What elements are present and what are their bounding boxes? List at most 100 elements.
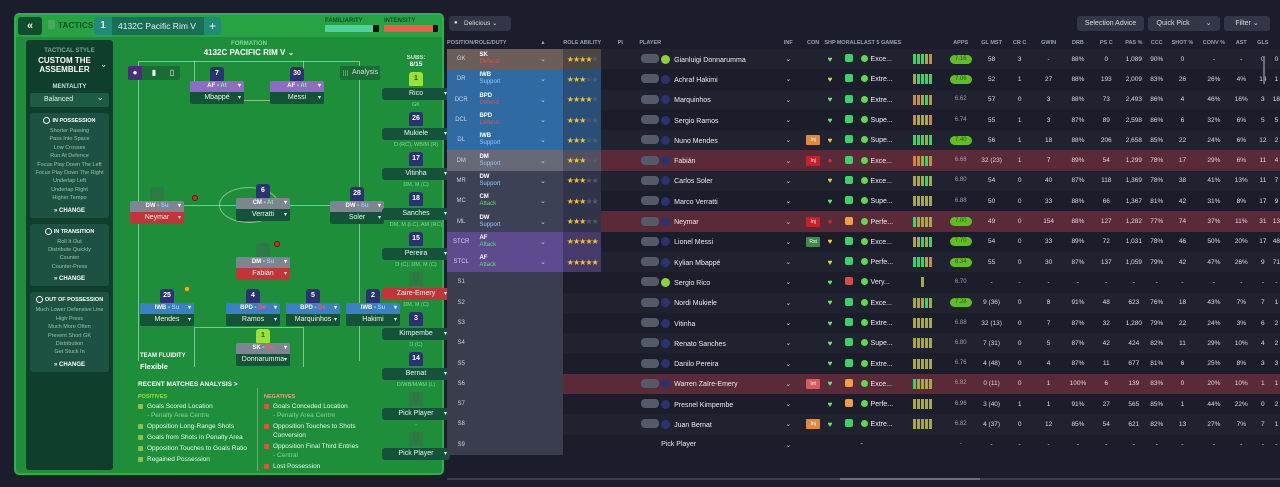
player-instructions-icon[interactable]	[641, 175, 660, 185]
sub-player-selector[interactable]: Sanches	[382, 208, 450, 220]
column-header[interactable]: POSITION/ROLE/DUTY	[447, 40, 507, 46]
pi-toggle-cell[interactable]	[639, 414, 662, 435]
role-duty-cell[interactable]: IWB Support	[475, 130, 523, 151]
column-header[interactable]: INF	[783, 40, 793, 46]
player-name-selector[interactable]: Verratti	[236, 209, 290, 221]
role-duty-selector[interactable]: SK - De	[236, 343, 290, 354]
player-name[interactable]: Presnel Kimpembe	[674, 401, 734, 409]
pi-toggle-cell[interactable]	[639, 272, 662, 293]
player-cell[interactable]: Vitinha	[661, 312, 774, 334]
role-duty-cell[interactable]: BPD Defend	[475, 109, 523, 131]
table-row[interactable]: S1 Sergio Rico ⌄ ♥ Very... 6.70- - - - - - - - - - - -	[447, 272, 1280, 293]
role-duty-cell[interactable]	[475, 292, 523, 313]
player-name[interactable]: Neymar	[674, 219, 699, 227]
sub-player-selector[interactable]: Kimpembe	[382, 328, 450, 340]
sub-slot[interactable]: Pick Player	[380, 432, 452, 460]
pitch-player[interactable]: 6CM - AtVerratti	[236, 184, 290, 221]
table-row[interactable]: DCL BPD Defend ⌄ ★★★★★ Sergio Ramos ⌄ ♥ Supe... 6…	[447, 109, 1280, 131]
tactic-slot[interactable]: 1	[94, 17, 112, 35]
role-duty-selector[interactable]: BPD - De	[286, 303, 340, 314]
player-instructions-icon[interactable]	[641, 399, 660, 409]
table-row[interactable]: DM DM Support ⌄ ★★★★★ Fabián ⌄ Inj ● Exce... 6.68 3…	[447, 150, 1280, 171]
player-name[interactable]: Fabián	[674, 158, 696, 166]
collapse-button[interactable]: «	[18, 17, 42, 35]
chevron-down-icon[interactable]: ⌄	[522, 69, 564, 90]
column-header[interactable]: DRB	[1071, 40, 1084, 46]
chevron-down-icon[interactable]: ⌄	[773, 211, 803, 232]
sub-slot[interactable]: 1 Rico GK	[380, 72, 452, 108]
player-cell[interactable]: Pick Player	[661, 434, 774, 455]
chevron-down-icon[interactable]: ⌄	[773, 414, 803, 435]
player-instructions-icon[interactable]	[641, 196, 660, 206]
in-transition-change-button[interactable]: » CHANGE	[53, 276, 85, 283]
chevron-down-icon[interactable]	[522, 312, 564, 334]
column-header[interactable]: MORALE	[836, 40, 861, 46]
pitch-player[interactable]: DM - SuFabián	[236, 243, 290, 280]
column-header[interactable]: GWIN	[1041, 40, 1057, 46]
role-duty-cell[interactable]: DM Support	[475, 150, 523, 171]
player-name-selector[interactable]: Fabián	[236, 268, 290, 280]
player-name[interactable]: Marquinhos	[674, 97, 711, 105]
chevron-down-icon[interactable]: ⌄	[522, 191, 564, 212]
role-duty-selector[interactable]: DW - Su	[330, 201, 384, 212]
player-name[interactable]: Sergio Ramos	[674, 117, 719, 125]
role-duty-cell[interactable]: BPD Defend	[475, 89, 523, 110]
player-cell[interactable]: Neymar	[661, 211, 774, 232]
column-header[interactable]: PS C	[1099, 40, 1113, 46]
player-name[interactable]: Carlos Soler	[674, 178, 713, 186]
player-name[interactable]: Marco Verratti	[674, 198, 718, 206]
pi-toggle-cell[interactable]	[639, 130, 662, 151]
column-header[interactable]: ROLE ABILITY	[563, 40, 602, 46]
player-instructions-icon[interactable]	[641, 358, 660, 368]
pi-toggle-cell[interactable]	[639, 109, 662, 131]
pi-toggle-cell[interactable]	[639, 89, 662, 110]
column-header[interactable]: PAS %	[1125, 40, 1143, 46]
stats-view-icon[interactable]: ▮	[151, 68, 157, 77]
chevron-down-icon[interactable]: ⌄	[522, 89, 564, 110]
chevron-down-icon[interactable]: ⌄	[773, 394, 803, 415]
chevron-down-icon[interactable]: ⌄	[773, 312, 803, 334]
vertical-scrollbar[interactable]	[1263, 56, 1265, 84]
column-header[interactable]: CONV %	[1202, 40, 1226, 46]
table-row[interactable]: S3 Vitinha ⌄ ♥ Extre... 6.88 32 (13) 0 7 87% 32 1,2…	[447, 312, 1280, 334]
pi-toggle-cell[interactable]	[639, 353, 662, 374]
chevron-down-icon[interactable]: ⌄	[1205, 20, 1212, 27]
role-duty-cell[interactable]	[475, 373, 523, 395]
recent-matches-title[interactable]: RECENT MATCHES ANALYSIS >	[138, 381, 238, 388]
selection-advice-button[interactable]: Selection Advice	[1077, 16, 1144, 31]
sub-slot[interactable]: Pick Player -	[380, 392, 452, 428]
player-cell[interactable]: Carlos Soler	[661, 170, 774, 192]
player-instructions-icon[interactable]	[641, 257, 660, 267]
player-instructions-icon[interactable]	[641, 54, 660, 64]
table-row[interactable]: MR DW Support ⌄ ★★★★★ Carlos Soler ⌄ ♥ Exce... 6.…	[447, 170, 1280, 192]
player-cell[interactable]: Sergio Ramos	[661, 109, 774, 131]
chevron-down-icon[interactable]	[522, 292, 564, 313]
role-duty-selector[interactable]: DW - Su	[130, 201, 184, 212]
player-name[interactable]: Renato Sanches	[674, 340, 726, 348]
role-duty-cell[interactable]	[475, 333, 523, 354]
chevron-down-icon[interactable]: ⌄	[522, 170, 564, 192]
pi-toggle-cell[interactable]	[639, 333, 662, 354]
player-name-selector[interactable]: Soler	[330, 212, 384, 224]
role-duty-cell[interactable]: DW Support	[475, 170, 523, 192]
chevron-down-icon[interactable]: ⌄	[773, 231, 803, 252]
pi-toggle-cell[interactable]	[639, 434, 662, 455]
player-cell[interactable]: Achraf Hakimi	[661, 69, 774, 90]
player-name[interactable]: Warren Zaïre-Emery	[674, 381, 738, 389]
player-cell[interactable]: Sergio Rico	[661, 272, 774, 293]
column-header[interactable]: GLS	[1257, 40, 1269, 46]
role-duty-cell[interactable]	[475, 414, 523, 435]
table-row[interactable]: S2 Nordi Mukiele ⌄ ♥ Exce... 7.28 9 (36) 0 8 91% 4…	[447, 292, 1280, 313]
pi-toggle-cell[interactable]	[639, 49, 662, 70]
column-header[interactable]: GL MST	[981, 40, 1002, 46]
sub-slot[interactable]: 15 Pereira D (C), DM, M (C)	[380, 232, 452, 268]
chevron-down-icon[interactable]: ⌄	[773, 191, 803, 212]
column-header[interactable]: AST	[1235, 40, 1247, 46]
player-name-selector[interactable]: Neymar	[130, 212, 184, 224]
table-row[interactable]: S4 Renato Sanches ⌄ ♥ Supe... 6.80 7 (31) 0 5 87%…	[447, 333, 1280, 354]
player-instructions-icon[interactable]	[641, 338, 660, 348]
sub-slot[interactable]: Zaire-Emery DM, M (C)	[380, 272, 452, 308]
